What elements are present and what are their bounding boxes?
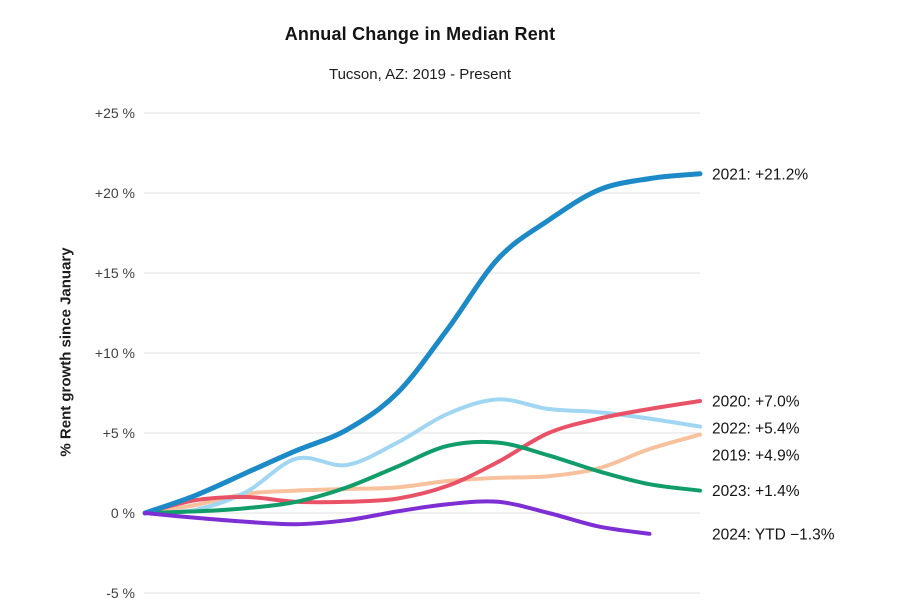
y-tick-label: -5 %: [106, 585, 135, 601]
y-tick-label: +5 %: [103, 425, 135, 441]
series-end-label-2021: 2021: +21.2%: [712, 166, 808, 183]
series-end-label-2019: 2019: +4.9%: [712, 448, 800, 465]
y-tick-label: 0 %: [111, 505, 135, 521]
series-line-2023: [143, 439, 702, 515]
series-end-label-2020: 2020: +7.0%: [712, 394, 800, 411]
y-tick-label: +10 %: [95, 345, 135, 361]
series-line-2024: [143, 499, 652, 536]
series-end-label-2022: 2022: +5.4%: [712, 421, 800, 438]
series-end-label-2023: 2023: +1.4%: [712, 483, 800, 500]
series-line-2021: [142, 171, 703, 516]
y-tick-label: +15 %: [95, 265, 135, 281]
series-line-2022: [143, 397, 702, 515]
series-line-2020: [143, 399, 702, 515]
series-end-label-2024: 2024: YTD −1.3%: [712, 526, 835, 543]
y-tick-label: +25 %: [95, 105, 135, 121]
chart-subtitle: Tucson, AZ: 2019 - Present: [328, 66, 512, 83]
y-tick-label: +20 %: [95, 185, 135, 201]
chart-title: Annual Change in Median Rent: [284, 24, 556, 44]
